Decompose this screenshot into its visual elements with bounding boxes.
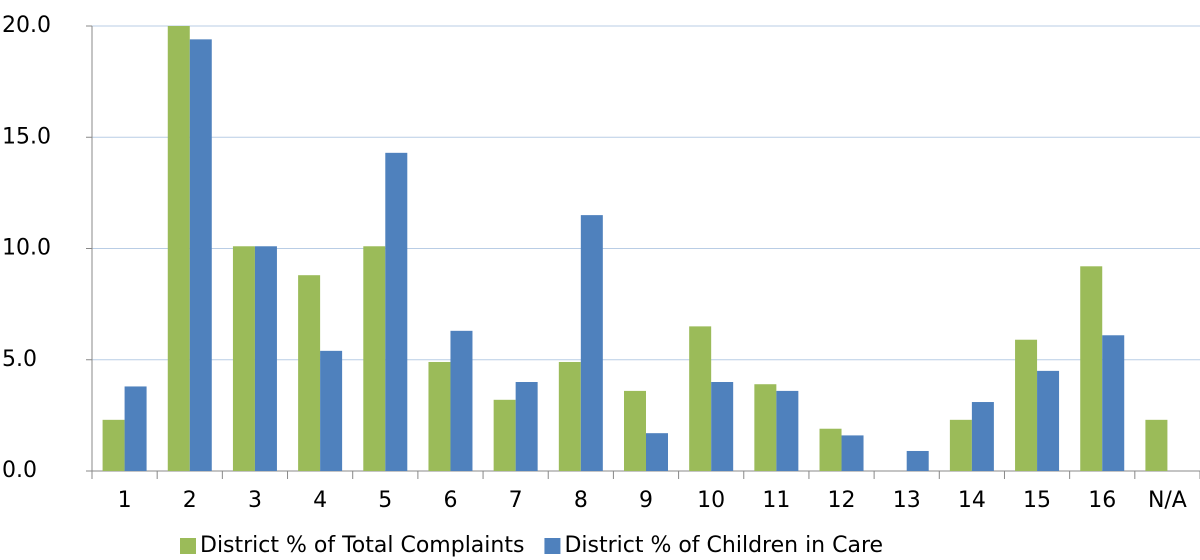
legend-label: District % of Total Complaints — [200, 533, 524, 558]
bar — [167, 26, 190, 471]
bar — [949, 419, 972, 471]
x-tick-label: 7 — [509, 488, 523, 513]
legend-label: District % of Children in Care — [564, 533, 883, 558]
x-tick-label: 16 — [1088, 488, 1116, 513]
x-tick-label: 1 — [118, 488, 132, 513]
bar — [189, 39, 212, 471]
legend-swatch — [180, 538, 196, 554]
bar — [254, 246, 277, 471]
bar — [428, 361, 451, 471]
x-tick-label: 10 — [697, 488, 725, 513]
bar — [754, 384, 777, 471]
bar — [841, 435, 864, 471]
bar — [776, 390, 799, 471]
bar — [558, 361, 581, 471]
x-tick-label: 14 — [958, 488, 986, 513]
bar — [580, 215, 603, 471]
bar — [515, 382, 538, 471]
x-tick-label: 12 — [828, 488, 856, 513]
y-tick-label: 10.0 — [2, 236, 51, 261]
x-tick-label: 13 — [893, 488, 921, 513]
y-tick-label: 20.0 — [2, 13, 51, 38]
bar — [711, 382, 734, 471]
bar — [320, 350, 343, 471]
bar — [906, 450, 929, 471]
bar — [1145, 419, 1168, 471]
y-tick-label: 0.0 — [2, 458, 37, 483]
x-tick-label: 8 — [574, 488, 588, 513]
bar — [232, 246, 255, 471]
bar — [124, 386, 147, 471]
y-tick-label: 15.0 — [2, 124, 51, 149]
bar — [1080, 266, 1103, 471]
bar — [363, 246, 386, 471]
bar — [819, 428, 842, 471]
bar — [624, 390, 646, 471]
bar — [646, 433, 668, 471]
bar — [493, 399, 516, 471]
bar — [102, 419, 125, 471]
bar — [689, 326, 712, 471]
x-tick-label: 6 — [443, 488, 457, 513]
x-tick-label: 5 — [378, 488, 392, 513]
x-tick-label: 9 — [639, 488, 653, 513]
x-tick-label: 11 — [762, 488, 790, 513]
bar — [971, 402, 994, 471]
x-tick-label: 2 — [183, 488, 197, 513]
x-tick-label: 3 — [248, 488, 262, 513]
x-tick-label: 4 — [313, 488, 327, 513]
legend-swatch — [544, 538, 561, 554]
bar — [450, 330, 473, 471]
x-tick-label: 15 — [1023, 488, 1051, 513]
y-tick-label: 5.0 — [2, 347, 37, 372]
bar — [385, 152, 408, 471]
bar — [1102, 335, 1125, 471]
bar — [298, 275, 321, 471]
bar — [1037, 370, 1060, 471]
bar — [1015, 339, 1038, 471]
x-tick-label: N/A — [1148, 488, 1187, 513]
